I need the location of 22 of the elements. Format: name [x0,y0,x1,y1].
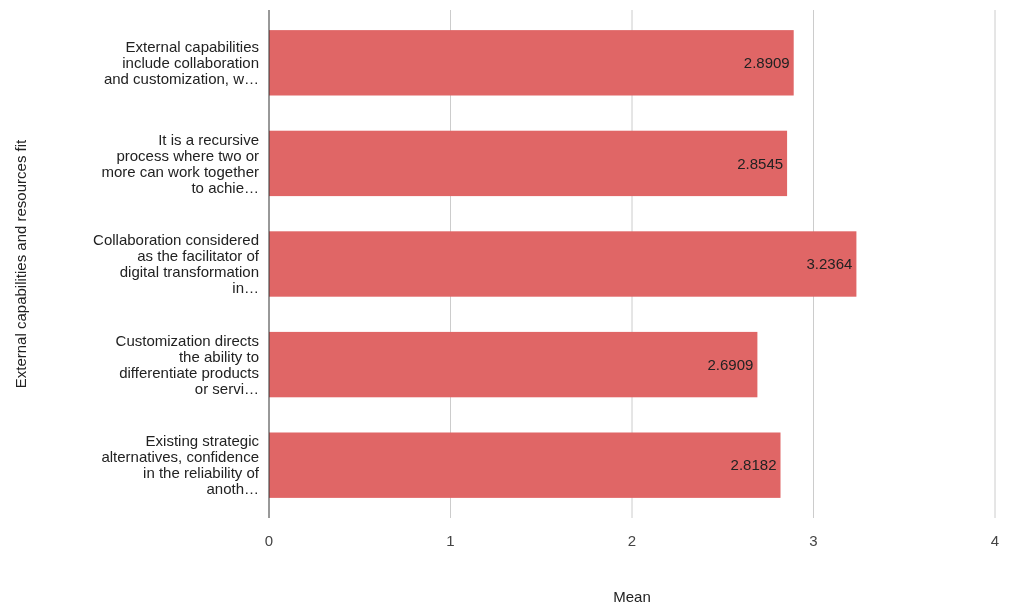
x-tick-label: 4 [990,532,1000,549]
y-tick-label: Collaboration considered as the facilitator of digital transformation in… [93,231,260,297]
data-label: 2.8545 [737,154,784,172]
x-tick-label: 0 [264,532,274,549]
x-tick-label: 3 [809,532,818,549]
y-tick-label: Existing strategic alternatives, confidence in the reliability of anoth… [101,432,260,498]
data-label: 2.8909 [743,54,790,72]
bar [269,231,857,297]
data-label: 2.8182 [730,456,777,474]
x-axis-title: Mean [613,588,651,605]
bar [269,331,758,398]
bar [269,432,781,498]
data-label: 2.6909 [707,355,754,373]
data-label: 3.2364 [806,255,853,273]
x-tick-label: 1 [446,532,455,549]
y-tick-label: It is a recursive process where two or more can work together to achie… [101,130,259,196]
x-tick-label: 2 [627,532,637,549]
y-tick-label: External capabilities include collaboration and customization, w… [103,38,259,88]
y-tick-label: Customization directs the ability to differentiate products or servi… [115,331,259,397]
y-axis-title: External capabilities and resources fit [12,138,29,389]
bar [269,130,788,197]
bar [269,30,794,96]
